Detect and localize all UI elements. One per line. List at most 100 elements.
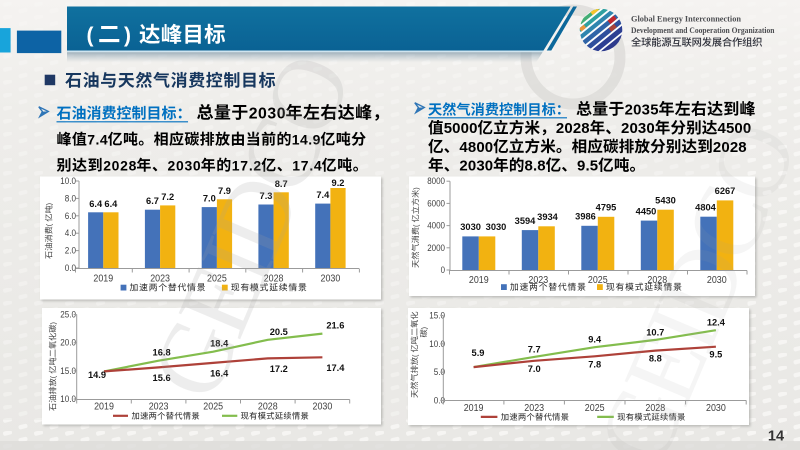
svg-text:3030: 3030	[460, 222, 481, 232]
svg-text:7.0: 7.0	[528, 364, 541, 374]
svg-text:6.4: 6.4	[104, 199, 118, 209]
svg-text:7.4: 7.4	[316, 190, 330, 200]
svg-text:17.4: 17.4	[292, 157, 322, 173]
svg-text:7.0: 7.0	[203, 194, 216, 204]
svg-text:6.0: 6.0	[65, 211, 76, 221]
svg-text:5.9: 5.9	[472, 348, 485, 358]
svg-text:2028: 2028	[258, 402, 278, 413]
svg-text:3030: 3030	[486, 222, 507, 232]
svg-text:8000: 8000	[427, 176, 445, 186]
svg-text:2023: 2023	[149, 402, 169, 413]
svg-text:17.2: 17.2	[270, 364, 288, 374]
svg-text:2030: 2030	[313, 402, 333, 413]
svg-text:): )	[45, 203, 54, 205]
svg-text:2030: 2030	[249, 105, 286, 122]
svg-text:(: (	[87, 24, 94, 47]
svg-text:): )	[124, 24, 131, 47]
svg-text:10.0: 10.0	[60, 394, 76, 404]
svg-text:5000: 5000	[444, 120, 478, 137]
svg-text:12.4: 12.4	[707, 318, 726, 328]
svg-text:2.0: 2.0	[65, 246, 76, 256]
svg-text:2019: 2019	[464, 403, 484, 414]
svg-text:8.8: 8.8	[649, 354, 662, 364]
svg-text:2025: 2025	[207, 273, 227, 284]
svg-text:2028: 2028	[264, 273, 284, 284]
svg-text:): )	[49, 322, 58, 324]
svg-text:9.5: 9.5	[709, 350, 722, 360]
svg-text:21.6: 21.6	[326, 321, 344, 331]
svg-text:2023: 2023	[524, 403, 544, 414]
svg-text:2028: 2028	[645, 403, 665, 414]
svg-text:7.2: 7.2	[161, 192, 174, 202]
svg-text:2030: 2030	[621, 120, 655, 137]
svg-text:16.8: 16.8	[153, 348, 171, 358]
svg-text:7.9: 7.9	[218, 186, 231, 196]
svg-text:17.2: 17.2	[232, 157, 262, 173]
svg-text:9.5: 9.5	[577, 158, 598, 175]
svg-text:): )	[420, 327, 429, 329]
svg-text:9.4: 9.4	[588, 335, 602, 345]
svg-text:2025: 2025	[588, 275, 608, 286]
svg-text:14: 14	[768, 429, 784, 445]
svg-text:2023: 2023	[150, 273, 170, 284]
svg-text:8.0: 8.0	[65, 193, 76, 203]
svg-text:7.8: 7.8	[588, 359, 601, 369]
svg-text:4000: 4000	[427, 221, 445, 231]
svg-text:2025: 2025	[585, 403, 605, 414]
svg-text:(: (	[49, 375, 58, 378]
svg-text:4804: 4804	[695, 203, 717, 213]
svg-text:20.5: 20.5	[270, 327, 288, 337]
svg-text:5430: 5430	[655, 196, 676, 206]
svg-text:7.7: 7.7	[528, 344, 541, 354]
svg-text:10.0: 10.0	[429, 339, 445, 349]
svg-text:18.4: 18.4	[210, 339, 229, 349]
svg-text:7.3: 7.3	[260, 191, 273, 201]
svg-text:25.0: 25.0	[60, 310, 76, 320]
svg-text:Development and Cooperation Or: Development and Cooperation Organization	[631, 26, 775, 35]
svg-text:4795: 4795	[596, 203, 617, 213]
svg-text:14.9: 14.9	[88, 370, 106, 380]
svg-text:): )	[411, 187, 420, 189]
svg-text:15.0: 15.0	[60, 366, 76, 376]
svg-text:15.0: 15.0	[429, 311, 445, 321]
svg-text:2028: 2028	[713, 139, 747, 156]
svg-text:3934: 3934	[537, 212, 559, 222]
svg-text:16.4: 16.4	[210, 368, 229, 378]
svg-text:2035: 2035	[625, 103, 659, 119]
svg-text:0.0: 0.0	[65, 263, 76, 273]
svg-text:15.6: 15.6	[153, 373, 171, 383]
svg-text:10.0: 10.0	[60, 176, 76, 186]
svg-text:(: (	[45, 223, 54, 226]
svg-text:2019: 2019	[93, 273, 113, 284]
svg-text:0.0: 0.0	[434, 396, 445, 406]
svg-text:14.9: 14.9	[292, 131, 321, 147]
svg-text:8.8: 8.8	[525, 158, 546, 175]
svg-text:2028: 2028	[647, 275, 667, 286]
svg-text:17.4: 17.4	[326, 363, 345, 373]
svg-text:2030: 2030	[459, 158, 493, 175]
svg-text:20.0: 20.0	[60, 338, 76, 348]
svg-text:2019: 2019	[469, 275, 489, 286]
svg-text:8.7: 8.7	[275, 179, 288, 189]
svg-text:4450: 4450	[636, 206, 657, 216]
svg-text:2028: 2028	[103, 157, 136, 173]
svg-text:2028: 2028	[556, 120, 590, 137]
svg-text:6267: 6267	[715, 186, 736, 196]
svg-text:3986: 3986	[575, 212, 596, 222]
svg-text:6000: 6000	[427, 198, 445, 208]
svg-text:7.4: 7.4	[87, 131, 108, 147]
svg-text:2030: 2030	[707, 275, 727, 286]
svg-text:4.0: 4.0	[65, 228, 76, 238]
svg-text:3594: 3594	[515, 216, 537, 226]
svg-text:9.2: 9.2	[332, 178, 345, 188]
svg-text:2025: 2025	[203, 402, 223, 413]
svg-text:6.4: 6.4	[89, 199, 103, 209]
svg-text:Global Energy Interconnection: Global Energy Interconnection	[631, 15, 741, 24]
svg-text:2030: 2030	[321, 273, 341, 284]
svg-text:4800: 4800	[459, 139, 493, 156]
svg-text:2019: 2019	[94, 402, 114, 413]
svg-text:6.7: 6.7	[146, 196, 159, 206]
svg-text:2023: 2023	[528, 275, 548, 286]
svg-text:0: 0	[441, 265, 445, 275]
svg-text:2000: 2000	[427, 243, 445, 253]
